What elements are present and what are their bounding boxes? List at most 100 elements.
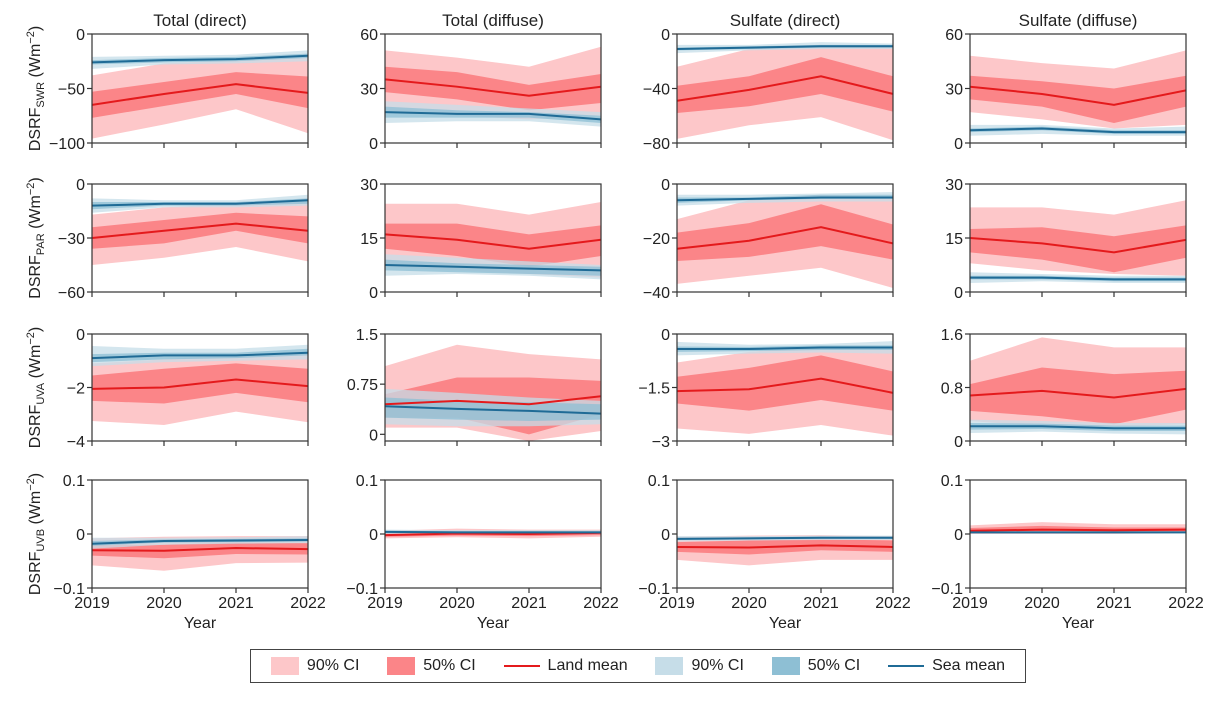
legend-item-sea-ci90: 90% CI [655,657,744,675]
x-tick-label: 2019 [74,595,110,612]
legend-label: Sea mean [932,657,1006,674]
legend-item-land-ci90: 90% CI [270,657,360,675]
plot-area [677,535,893,566]
y-tick-label: −80 [643,136,670,153]
land-mean-line [385,395,601,406]
land-ci50-band [92,542,308,559]
land-mean-line [970,528,1186,532]
y-tick-label: 0 [661,177,670,194]
panel-r4-c2: −0.1 0 0.1 2019 2020 2021 2022 Year [346,473,618,632]
plot-area [385,202,601,280]
land-mean-line [970,85,1186,106]
land-ci50-band [92,212,308,249]
x-tick-label: 2021 [803,595,839,612]
legend-item-land-ci50: 50% CI [387,657,476,675]
panel-r2-c3: −40 −20 0 [643,177,894,302]
legend-label: 90% CI [691,657,744,674]
land-ci50-band [92,72,308,118]
plot-area [385,528,601,539]
panel-r3-c4: 0 0.8 1.6 [941,327,1187,451]
plot-area [92,194,308,265]
legend-item-land-mean: Land mean [503,657,628,675]
y-tick-label: 30 [360,177,378,194]
y-tick-label: 1.6 [941,327,963,344]
x-tick-label: 2019 [367,595,403,612]
x-axis-label: Year [769,615,802,632]
y-tick-label: 0 [369,136,378,153]
axes-frame [676,479,894,589]
land-ci50-band [677,57,893,114]
plot-area [92,344,308,425]
land-mean-line [385,78,601,97]
y-tick-label: −0.1 [931,581,963,598]
y-tick-label: 0 [661,327,670,344]
y-tick-label: 0.75 [347,377,378,394]
x-tick-label: 2019 [659,595,695,612]
y-tick-label: 0 [954,136,963,153]
plot-area [677,42,893,141]
axes-frame [384,333,602,442]
legend-label: 90% CI [306,657,360,674]
y-tick-label: 1.5 [356,327,378,344]
y-tick-label: −1.5 [638,381,670,398]
sea-mean-line [385,264,601,272]
x-tick-label: 2020 [1024,595,1060,612]
sea-mean-line [92,351,308,360]
sea-mean-line [677,45,893,50]
y-tick-label: 0 [954,285,963,302]
sea-mean-line [970,276,1186,281]
plot-area [92,536,308,571]
y-tick-label: −2 [67,381,85,398]
legend-label: 50% CI [807,657,861,674]
x-tick-label: 2021 [511,595,547,612]
x-axis-label: Year [1062,615,1095,632]
y-tick-label: 0 [76,177,85,194]
sea-mean-line [970,425,1186,430]
legend-label: Land mean [547,657,628,674]
legend: 90% CI 50% CI Land mean 90% CI 50% CI Se… [250,649,1026,683]
panel-r4-c1: −0.1 0 0.1 2019 2020 2021 2022 Year [53,473,325,632]
y-tick-label: 15 [360,231,378,248]
y-tick-label: 30 [360,82,378,99]
land-mean-line [677,226,893,250]
panel-r2-c1: −60 −30 0 [58,177,309,302]
panel-r1-c4: 0 30 60 [945,27,1187,153]
legend-line-sea-mean [888,665,925,667]
y-tick-label: −0.1 [53,581,85,598]
y-tick-label: 60 [945,27,963,44]
land-mean-line [92,83,308,106]
legend-item-sea-mean: Sea mean [888,657,1005,675]
panel-r1-c2: 0 30 60 [360,27,602,153]
panel-r1-c1: −100 −50 0 [49,27,309,153]
panel-title: Total (diffuse) [442,11,544,30]
axes-frame [91,479,309,589]
y-tick-label: 0 [954,434,963,451]
plot-area [385,344,601,441]
panel-r3-c3: −3 −1.5 0 [638,327,894,451]
panel-title: Sulfate (direct) [730,11,841,30]
panel-r3-c2: 0 0.75 1.5 [347,327,602,446]
panel-r4-c4: −0.1 0 0.1 2019 2020 2021 2022 Year [931,473,1203,632]
y-tick-label: 0.8 [941,381,963,398]
legend-swatch-land-ci90 [270,657,299,675]
sea-mean-line [92,538,308,545]
land-ci50-band [677,204,893,261]
legend-swatch-land-ci50 [387,657,416,675]
y-tick-label: 30 [945,82,963,99]
legend-swatch-sea-ci50 [771,657,800,675]
y-tick-label: −40 [643,82,670,99]
panel-title: Sulfate (diffuse) [1019,11,1138,30]
x-tick-label: 2021 [218,595,254,612]
y-tick-label: 0 [76,27,85,44]
sea-mean-line [677,196,893,202]
panel-r2-c4: 0 15 30 [945,177,1187,302]
y-tick-label: 30 [945,177,963,194]
plot-area [970,337,1186,435]
y-tick-label: 0 [661,27,670,44]
y-tick-label: −50 [58,82,85,99]
x-axis-label: Year [477,615,510,632]
figure-grid: Total (direct) Total (diffuse) Sulfate (di… [25,11,1204,632]
plot-area [677,192,893,288]
y-tick-label: −60 [58,285,85,302]
y-tick-label: 0.1 [648,473,670,490]
